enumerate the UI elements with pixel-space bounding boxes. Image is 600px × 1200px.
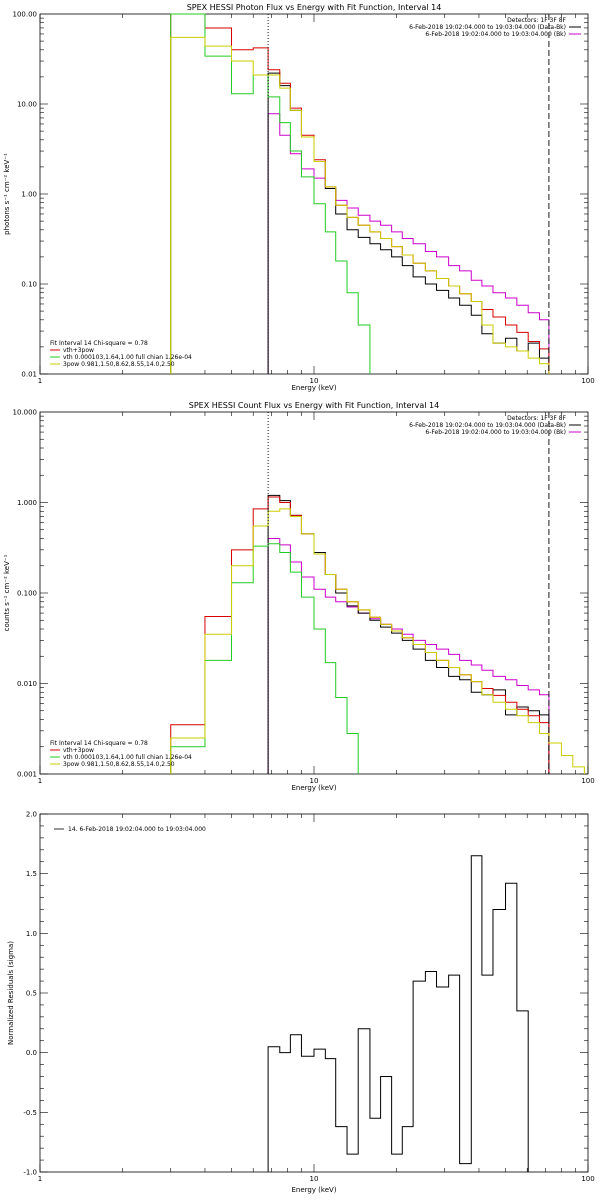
y-tick-label: 0.100 [17,590,37,598]
residuals-series [267,855,529,1172]
photon-flux-vlines [267,14,550,374]
residuals-plot-frame [39,813,589,1173]
x-tick-label: 100 [581,1175,594,1183]
x-tick-label: 1 [38,377,42,385]
x-tick-label: 100 [581,377,594,385]
count-flux-legend-bottom-text: Fit Interval 14 Chi-square = 0.78 [50,740,148,747]
photon-flux-series-0 [267,113,550,374]
y-tick-label: -0.5 [23,1109,37,1117]
photon-flux-legend-bottom-text: 3pow 0.981,1.50,8.62,8.55,14.0,2.50 [63,361,175,368]
y-tick-label: 0.010 [17,680,37,688]
count-flux-legend-top: Detectors: 1F 3F 8F6-Feb-2018 19:02:04.0… [409,415,581,436]
y-tick-label: 0.10 [21,281,37,289]
residuals-panel: 1 10 100 -1.0 -0.5 0.0 0.5 1.0 1.5 2.0 14. 6-Feb-… [7,811,595,1195]
count-flux-series-2 [170,496,550,774]
count-flux-legend-top-text: 6-Feb-2018 19:02:04.000 to 19:03:04.000 … [409,422,566,429]
count-flux-series [170,494,585,774]
photon-flux-legend-bottom: Fit Interval 14 Chi-square = 0.78vth+3po… [50,340,192,368]
photon-flux-series-4 [170,36,550,374]
y-tick-label: 100.00 [13,11,38,19]
count-flux-series-3 [170,543,359,774]
photon-flux-series-1 [267,72,550,374]
y-tick-label: -1.0 [23,1169,37,1177]
photon-flux-legend-top-text: Detectors: 1F 3F 8F [507,17,566,24]
residuals-ylabel: Normalized Residuals (sigma) [7,941,15,1045]
y-tick-label: 2.0 [26,811,37,819]
photon-flux-series [170,13,550,374]
residuals-legend-text: 14. 6-Feb-2018 19:02:04.000 to 19:03:04.… [68,826,206,833]
y-tick-label: 1.000 [17,499,37,507]
count-flux-vlines [267,412,550,774]
count-flux-plot-frame [39,411,589,775]
residuals-legend: 14. 6-Feb-2018 19:02:04.000 to 19:03:04.… [54,826,206,833]
photon-flux-series-3 [170,13,371,374]
count-flux-legend-top-text: 6-Feb-2018 19:02:04.000 to 19:03:04.000 … [425,429,566,436]
photon-flux-legend-top-text: 6-Feb-2018 19:02:04.000 to 19:03:04.000 … [425,31,566,38]
photon-flux-series-2 [170,13,550,374]
y-tick-label: 1.0 [26,930,37,938]
count-flux-panel: SPEX HESSI Count Flux vs Energy with Fit… [3,401,595,792]
count-flux-legend-bottom-text: 3pow 0.981,1.50,8.62,8.55,14.0,2.50 [63,761,175,768]
y-tick-label: 0.01 [21,371,37,379]
count-flux-title: SPEX HESSI Count Flux vs Energy with Fit… [189,401,440,410]
residuals-xlabel: Energy (keV) [291,1186,336,1194]
count-flux-xlabel: Energy (keV) [291,784,336,792]
count-flux-legend-top-text: Detectors: 1F 3F 8F [507,415,566,422]
photon-flux-panel: SPEX HESSI Photon Flux vs Energy with Fi… [3,3,595,392]
photon-flux-legend-top-text: 6-Feb-2018 19:02:04.000 to 19:03:04.000 … [409,24,566,31]
photon-flux-ylabel: photons s⁻¹ cm⁻² keV⁻¹ [3,153,11,235]
x-tick-label: 1 [38,777,42,785]
y-tick-label: 1.00 [21,191,37,199]
y-tick-label: 10.000 [13,409,38,417]
y-tick-label: 10.00 [17,101,37,109]
residuals-ticks: 1 10 100 -1.0 -0.5 0.0 0.5 1.0 1.5 2.0 [23,811,594,1184]
y-tick-label: 0.001 [17,771,37,779]
residuals-series-0 [267,855,529,1172]
count-flux-legend-bottom-text: vth+3pow [63,747,94,754]
photon-flux-ticks: 1 10 100 0.01 0.10 1.00 10.00 100.00 [13,11,595,386]
count-flux-series-0 [267,538,550,774]
photon-flux-legend-bottom-text: vth 0.000103,1.64,1.00 full chian 1.26e-… [63,354,192,361]
photon-flux-xlabel: Energy (keV) [291,384,336,392]
photon-flux-title: SPEX HESSI Photon Flux vs Energy with Fi… [187,3,442,12]
photon-flux-legend-top: Detectors: 1F 3F 8F6-Feb-2018 19:02:04.0… [409,17,581,38]
photon-flux-legend-bottom-text: vth+3pow [63,347,94,354]
count-flux-ylabel: counts s⁻¹ cm⁻² keV⁻¹ [3,554,11,631]
y-tick-label: 0.5 [26,990,37,998]
x-tick-label: 10 [310,377,319,385]
y-tick-label: 1.5 [26,870,37,878]
count-flux-legend-bottom-text: vth 0.000103,1.64,1.00 full chian 1.26e-… [63,754,192,761]
x-tick-label: 10 [310,777,319,785]
photon-flux-legend-bottom-text: Fit Interval 14 Chi-square = 0.78 [50,340,148,347]
x-tick-label: 10 [310,1175,319,1183]
x-tick-label: 1 [38,1175,42,1183]
y-tick-label: 0.0 [26,1049,37,1057]
count-flux-series-4 [170,508,585,774]
x-tick-label: 100 [581,777,594,785]
count-flux-legend-bottom: Fit Interval 14 Chi-square = 0.78vth+3po… [50,740,192,768]
